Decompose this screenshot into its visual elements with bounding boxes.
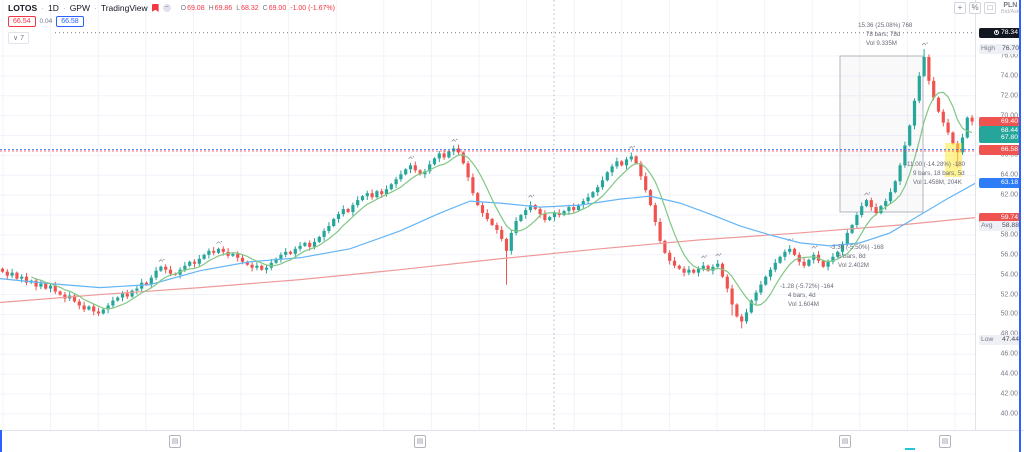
price-tick: 42.00 xyxy=(1000,390,1018,398)
interval-label[interactable]: 1D xyxy=(47,3,59,13)
alert-price-label[interactable]: 78.34 xyxy=(979,27,1021,38)
ohlc-values: O69.08 H69.86 L68.32 C69.00 -1.00 (-1.67… xyxy=(181,5,335,12)
low-key: L xyxy=(236,4,241,12)
event-marker-icon[interactable]: ▤ xyxy=(169,435,181,448)
ma-mid-line xyxy=(0,182,975,289)
change-value: -1.00 (-1.67%) xyxy=(290,4,335,12)
svg-text:Vol 2.402M: Vol 2.402M xyxy=(838,262,869,269)
price-axis-toolbar: + % □ PLN Bid/Ask ≡ xyxy=(954,2,1024,15)
time-axis[interactable]: ▤ ▤ ▤ ▤ xyxy=(0,430,1024,452)
chevron-down-icon: ∨ xyxy=(13,35,19,42)
separator: · xyxy=(62,3,66,13)
grid xyxy=(0,0,975,430)
high-price-label: High 76.70 xyxy=(979,44,1021,55)
price-tick: 62.00 xyxy=(1000,191,1018,199)
price-tick: 64.00 xyxy=(1000,171,1018,179)
flag-icon[interactable] xyxy=(151,4,159,12)
event-marker-icon[interactable]: ▤ xyxy=(414,435,426,448)
hidden-indicator-count: 7 xyxy=(20,34,25,42)
price-tick: 48.00 xyxy=(1000,331,1018,338)
price-tick: 46.00 xyxy=(1000,350,1018,358)
price-tick: 56.00 xyxy=(1000,251,1018,259)
open-value: 69.08 xyxy=(187,4,205,12)
open-key: O xyxy=(180,4,187,12)
price-label: 63.18 xyxy=(979,178,1021,189)
event-marker-icon[interactable]: ▤ xyxy=(939,435,951,448)
symbol-row: LOTOS · 1D · GPW · TradingView − O69.08 … xyxy=(8,3,335,13)
price-label: 66.58 xyxy=(979,144,1021,155)
currency-sublabel: Bid/Ask xyxy=(1001,9,1020,15)
price-tick: 44.00 xyxy=(1000,370,1018,378)
price-tick: 50.00 xyxy=(1000,310,1018,318)
price-tick: 70.00 xyxy=(1000,112,1018,119)
bid-ask-row: 66.54 0.04 66.58 xyxy=(8,16,335,27)
svg-text:-1.28 (-5.72%) -164: -1.28 (-5.72%) -164 xyxy=(780,283,834,290)
event-marker-icon[interactable]: ▤ xyxy=(839,435,851,448)
price-tick: 54.00 xyxy=(1000,271,1018,279)
drawing-handle[interactable] xyxy=(905,448,915,450)
price-tick: 52.00 xyxy=(1000,291,1018,299)
symbol-name[interactable]: LOTOS xyxy=(8,3,38,13)
clock-icon xyxy=(993,30,999,36)
ask-price-box[interactable]: 66.58 xyxy=(56,16,84,27)
percent-scale-button[interactable]: % xyxy=(969,2,981,14)
collapse-indicators-button[interactable]: ∨ 7 xyxy=(8,32,30,44)
high-key: H xyxy=(208,4,214,12)
price-axis[interactable]: 76.00 74.00 72.00 70.00 66.00 64.00 62.00 58.00… xyxy=(975,0,1024,430)
avg-price-label: Avg 58.88 xyxy=(979,221,1021,232)
chart-pane[interactable]: 15.36 (25.08%) 768 78 bars, 78d Vol 9.335M… xyxy=(0,0,975,430)
price-tick: 76.00 xyxy=(1000,52,1018,60)
close-key: C xyxy=(262,4,268,12)
highlight-drawing[interactable] xyxy=(945,143,962,177)
price-label: 59.74 xyxy=(979,212,1021,223)
high-value: 69.86 xyxy=(214,4,233,12)
price-label: 67.80 xyxy=(979,132,1021,143)
ma-fast-line xyxy=(31,91,973,310)
separator: · xyxy=(94,3,97,13)
bid-price-box[interactable]: 66.54 xyxy=(8,16,36,27)
svg-text:15.36 (25.08%) 768: 15.36 (25.08%) 768 xyxy=(858,22,913,29)
provider-label[interactable]: TradingView xyxy=(100,3,148,13)
price-tick: 74.00 xyxy=(1000,72,1018,80)
exchange-label: GPW xyxy=(69,3,90,13)
svg-text:Vol 1.458M, 204K: Vol 1.458M, 204K xyxy=(913,179,963,186)
svg-text:4 bars, 4d: 4 bars, 4d xyxy=(788,292,816,299)
spread-value: 0.04 xyxy=(39,18,53,25)
hide-symbol-icon[interactable]: − xyxy=(162,4,171,12)
svg-text:Vol 1.604M: Vol 1.604M xyxy=(788,301,819,308)
price-tick: 40.00 xyxy=(1000,410,1018,418)
svg-text:Vol 9.335M: Vol 9.335M xyxy=(866,40,897,47)
legend: LOTOS · 1D · GPW · TradingView − O69.08 … xyxy=(8,3,335,45)
panel-divider[interactable] xyxy=(1019,0,1021,452)
low-value: 68.32 xyxy=(241,4,259,12)
ma-slow-line xyxy=(0,217,975,304)
price-tick: 58.00 xyxy=(1000,231,1018,239)
autoscale-button[interactable]: □ xyxy=(984,2,996,14)
price-tick: 72.00 xyxy=(1000,92,1018,100)
axis-accent-line xyxy=(0,430,2,452)
price-label: 68.44 xyxy=(979,126,1021,137)
svg-text:6 bars, 8d: 6 bars, 8d xyxy=(838,253,866,260)
svg-text:-11.00 (-14.28%) -180: -11.00 (-14.28%) -180 xyxy=(905,161,966,168)
fractal-markers xyxy=(158,42,928,262)
price-tick: 66.00 xyxy=(1000,151,1018,159)
svg-text:9 bars, 18 bars, 5d: 9 bars, 18 bars, 5d xyxy=(913,170,965,177)
currency-block[interactable]: PLN Bid/Ask xyxy=(1001,2,1020,15)
separator: · xyxy=(41,3,44,13)
measurement-labels: 15.36 (25.08%) 768 78 bars, 78d Vol 9.335M… xyxy=(780,22,966,308)
candlestick-chart[interactable]: 15.36 (25.08%) 768 78 bars, 78d Vol 9.335M… xyxy=(0,0,975,430)
svg-text:78 bars, 78d: 78 bars, 78d xyxy=(866,31,901,38)
svg-text:-3.36 (-5.50%) -168: -3.36 (-5.50%) -168 xyxy=(830,244,884,251)
low-price-label: Low 47.44 xyxy=(979,334,1021,345)
currency-label[interactable]: PLN xyxy=(1003,2,1018,9)
add-alert-button[interactable]: + xyxy=(954,2,966,14)
price-label: 69.40 xyxy=(979,116,1021,127)
close-value: 69.00 xyxy=(268,4,287,12)
